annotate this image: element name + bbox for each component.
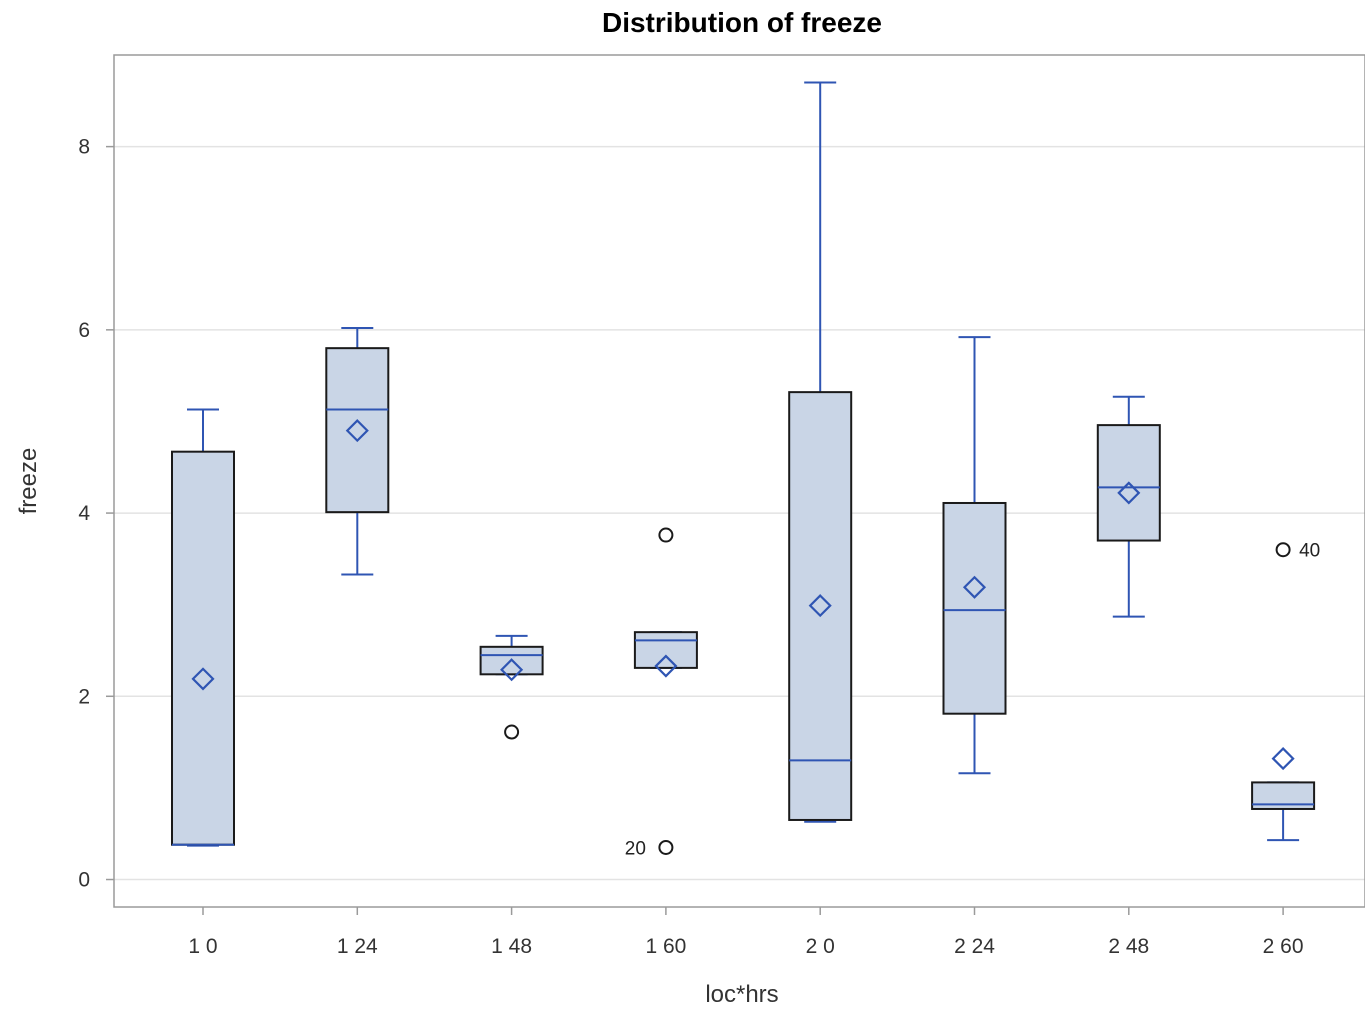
x-tick-label: 2 60	[1263, 935, 1304, 958]
box-group	[171, 408, 235, 847]
x-tick-label: 2 48	[1108, 935, 1149, 958]
x-tick-label: 1 60	[645, 935, 686, 958]
outlier-label: 40	[1299, 541, 1320, 562]
box-group	[788, 81, 853, 823]
box-iqr	[788, 391, 853, 821]
box-group	[325, 327, 390, 576]
x-axis-label: loc*hrs	[705, 981, 778, 1008]
y-tick-label: 0	[78, 869, 90, 892]
box-iqr	[171, 450, 235, 846]
y-axis-label: freeze	[15, 448, 42, 515]
outlier-point	[504, 724, 520, 740]
x-tick-label: 1 48	[491, 935, 532, 958]
y-tick-label: 6	[78, 319, 90, 342]
box-iqr	[633, 631, 698, 669]
box-group	[1096, 395, 1161, 618]
y-axis: 0 2 4 6 8	[78, 136, 114, 892]
plot-area-frame	[113, 54, 1365, 908]
outlier-point	[658, 527, 674, 543]
mean-marker	[191, 667, 215, 691]
x-axis: 1 0 1 24 1 48 1 60 2 0 2 24 2 48 2 60	[188, 907, 1304, 958]
y-tick-label: 2	[78, 685, 90, 708]
mean-marker	[808, 594, 832, 618]
outlier-point	[658, 839, 674, 855]
mean-marker	[962, 575, 987, 599]
box-group	[942, 336, 1007, 775]
x-tick-label: 1 0	[188, 935, 217, 958]
box-group	[479, 634, 544, 740]
gridlines	[114, 145, 1365, 881]
y-tick-label: 4	[78, 502, 90, 525]
x-tick-label: 2 24	[954, 935, 995, 958]
mean-marker	[654, 654, 678, 678]
box-iqr	[942, 501, 1007, 715]
mean-marker	[1271, 747, 1295, 771]
outlier-point	[1275, 542, 1291, 558]
outlier-label: 20	[625, 838, 646, 859]
box-group: 40	[1251, 541, 1320, 842]
x-tick-label: 1 24	[337, 935, 378, 958]
box-group: 20	[625, 527, 698, 859]
mean-marker	[1117, 481, 1141, 505]
chart-title: Distribution of freeze	[602, 7, 882, 38]
y-tick-label: 8	[78, 136, 90, 159]
mean-marker	[345, 419, 369, 443]
box-iqr	[325, 347, 390, 514]
x-tick-label: 2 0	[806, 935, 835, 958]
mean-marker	[500, 658, 524, 682]
